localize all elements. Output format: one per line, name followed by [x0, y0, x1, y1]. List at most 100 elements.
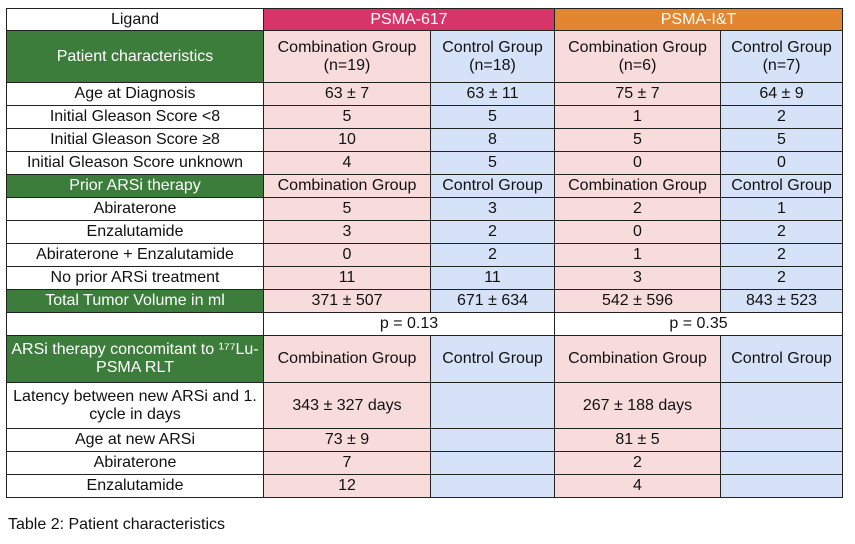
table-row: Initial Gleason Score unknown 4 5 0 0 [6, 151, 843, 175]
psmait-header: PSMA-I&T [554, 8, 843, 31]
p-value-row: p = 0.13 p = 0.35 [6, 312, 843, 336]
table-cell [720, 382, 843, 429]
table-cell: 0 [263, 243, 431, 267]
table-cell: 371 ± 507 [263, 289, 431, 313]
row-label: Age at new ARSi [6, 428, 264, 452]
group-header: Combination Group [263, 174, 431, 198]
table-cell: 3 [263, 220, 431, 244]
p-value-psma617: p = 0.13 [263, 312, 555, 336]
table-row: Abiraterone + Enzalutamide 0 2 1 2 [6, 243, 843, 267]
table-cell [430, 451, 555, 475]
row-label: Abiraterone + Enzalutamide [6, 243, 264, 267]
table-cell: 1 [554, 243, 721, 267]
table-cell: 2 [430, 243, 555, 267]
table-cell: 81 ± 5 [554, 428, 721, 452]
table-row: Enzalutamide 3 2 0 2 [6, 220, 843, 244]
table-caption: Table 2: Patient characteristics [8, 516, 225, 533]
patient-characteristics-title: Patient characteristics [6, 30, 264, 83]
table-cell: 8 [430, 128, 555, 152]
row-label: Initial Gleason Score unknown [6, 151, 264, 175]
table-cell: 3 [430, 197, 555, 221]
table-cell: 343 ± 327 days [263, 382, 431, 429]
table-row: Enzalutamide 12 4 [6, 474, 843, 498]
tumor-volume-label: Total Tumor Volume in ml [6, 289, 264, 313]
group-header: Control Group [430, 335, 555, 383]
table-cell [430, 382, 555, 429]
patient-characteristics-header-row: Patient characteristics Combination Grou… [6, 30, 843, 83]
empty-cell [6, 312, 264, 336]
table-cell: 75 ± 7 [554, 82, 721, 106]
table-cell: 1 [554, 105, 721, 129]
table-cell: 843 ± 523 [720, 289, 843, 313]
table-cell: 0 [720, 151, 843, 175]
table-cell: 1 [720, 197, 843, 221]
table-cell: 5 [430, 105, 555, 129]
ligand-header-row: Ligand PSMA-617 PSMA-I&T [6, 8, 843, 31]
table-cell: 2 [554, 451, 721, 475]
row-label: Age at Diagnosis [6, 82, 264, 106]
table-cell [430, 474, 555, 498]
table-cell: 11 [263, 266, 431, 290]
table-cell [430, 428, 555, 452]
table-cell: 73 ± 9 [263, 428, 431, 452]
row-label: Initial Gleason Score ≥8 [6, 128, 264, 152]
group-header: Combination Group [554, 174, 721, 198]
group-header: Control Group [720, 174, 843, 198]
table-cell: 0 [554, 151, 721, 175]
table-cell: 5 [263, 105, 431, 129]
table-cell: 267 ± 188 days [554, 382, 721, 429]
row-label: No prior ARSi treatment [6, 266, 264, 290]
group-header: Control Group [430, 174, 555, 198]
table-row: Abiraterone 5 3 2 1 [6, 197, 843, 221]
table-cell: 10 [263, 128, 431, 152]
group-header: Combination Group (n=19) [263, 30, 431, 83]
table-cell [720, 451, 843, 475]
table-cell: 12 [263, 474, 431, 498]
psma617-header: PSMA-617 [263, 8, 555, 31]
p-value-psmait: p = 0.35 [554, 312, 843, 336]
table-row: Age at new ARSi 73 ± 9 81 ± 5 [6, 428, 843, 452]
table-cell: 5 [554, 128, 721, 152]
row-label: Enzalutamide [6, 220, 264, 244]
table-cell: 4 [263, 151, 431, 175]
table-cell: 2 [720, 266, 843, 290]
table-cell: 2 [554, 197, 721, 221]
row-label: Enzalutamide [6, 474, 264, 498]
table-cell: 3 [554, 266, 721, 290]
table-cell: 63 ± 11 [430, 82, 555, 106]
table-cell: 4 [554, 474, 721, 498]
table-cell: 63 ± 7 [263, 82, 431, 106]
table-cell [720, 428, 843, 452]
group-header: Combination Group [554, 335, 721, 383]
table-cell: 7 [263, 451, 431, 475]
patient-characteristics-table: Ligand PSMA-617 PSMA-I&T Patient charact… [6, 8, 843, 498]
row-label: Abiraterone [6, 451, 264, 475]
table-row: Abiraterone 7 2 [6, 451, 843, 475]
table-cell: 5 [720, 128, 843, 152]
table-cell: 2 [720, 243, 843, 267]
concomitant-header-row: ARSi therapy concomitant to ¹⁷⁷Lu-PSMA R… [6, 335, 843, 383]
group-header: Control Group (n=7) [720, 30, 843, 83]
table-cell [720, 474, 843, 498]
row-label: Abiraterone [6, 197, 264, 221]
group-header: Control Group (n=18) [430, 30, 555, 83]
table-cell: 542 ± 596 [554, 289, 721, 313]
table-cell: 2 [720, 220, 843, 244]
group-header: Combination Group (n=6) [554, 30, 721, 83]
table-cell: 2 [720, 105, 843, 129]
prior-arsi-header-row: Prior ARSi therapy Combination Group Con… [6, 174, 843, 198]
row-label: Initial Gleason Score <8 [6, 105, 264, 129]
table-row: Initial Gleason Score <8 5 5 1 2 [6, 105, 843, 129]
table-cell: 671 ± 634 [430, 289, 555, 313]
tumor-volume-row: Total Tumor Volume in ml 371 ± 507 671 ±… [6, 289, 843, 313]
table-cell: 11 [430, 266, 555, 290]
table-cell: 64 ± 9 [720, 82, 843, 106]
group-header: Combination Group [263, 335, 431, 383]
ligand-label: Ligand [6, 8, 264, 31]
table-cell: 2 [430, 220, 555, 244]
concomitant-title: ARSi therapy concomitant to ¹⁷⁷Lu-PSMA R… [6, 335, 264, 383]
table-row: Latency between new ARSi and 1. cycle in… [6, 382, 843, 429]
table-row: No prior ARSi treatment 11 11 3 2 [6, 266, 843, 290]
table-cell: 5 [263, 197, 431, 221]
table-cell: 0 [554, 220, 721, 244]
